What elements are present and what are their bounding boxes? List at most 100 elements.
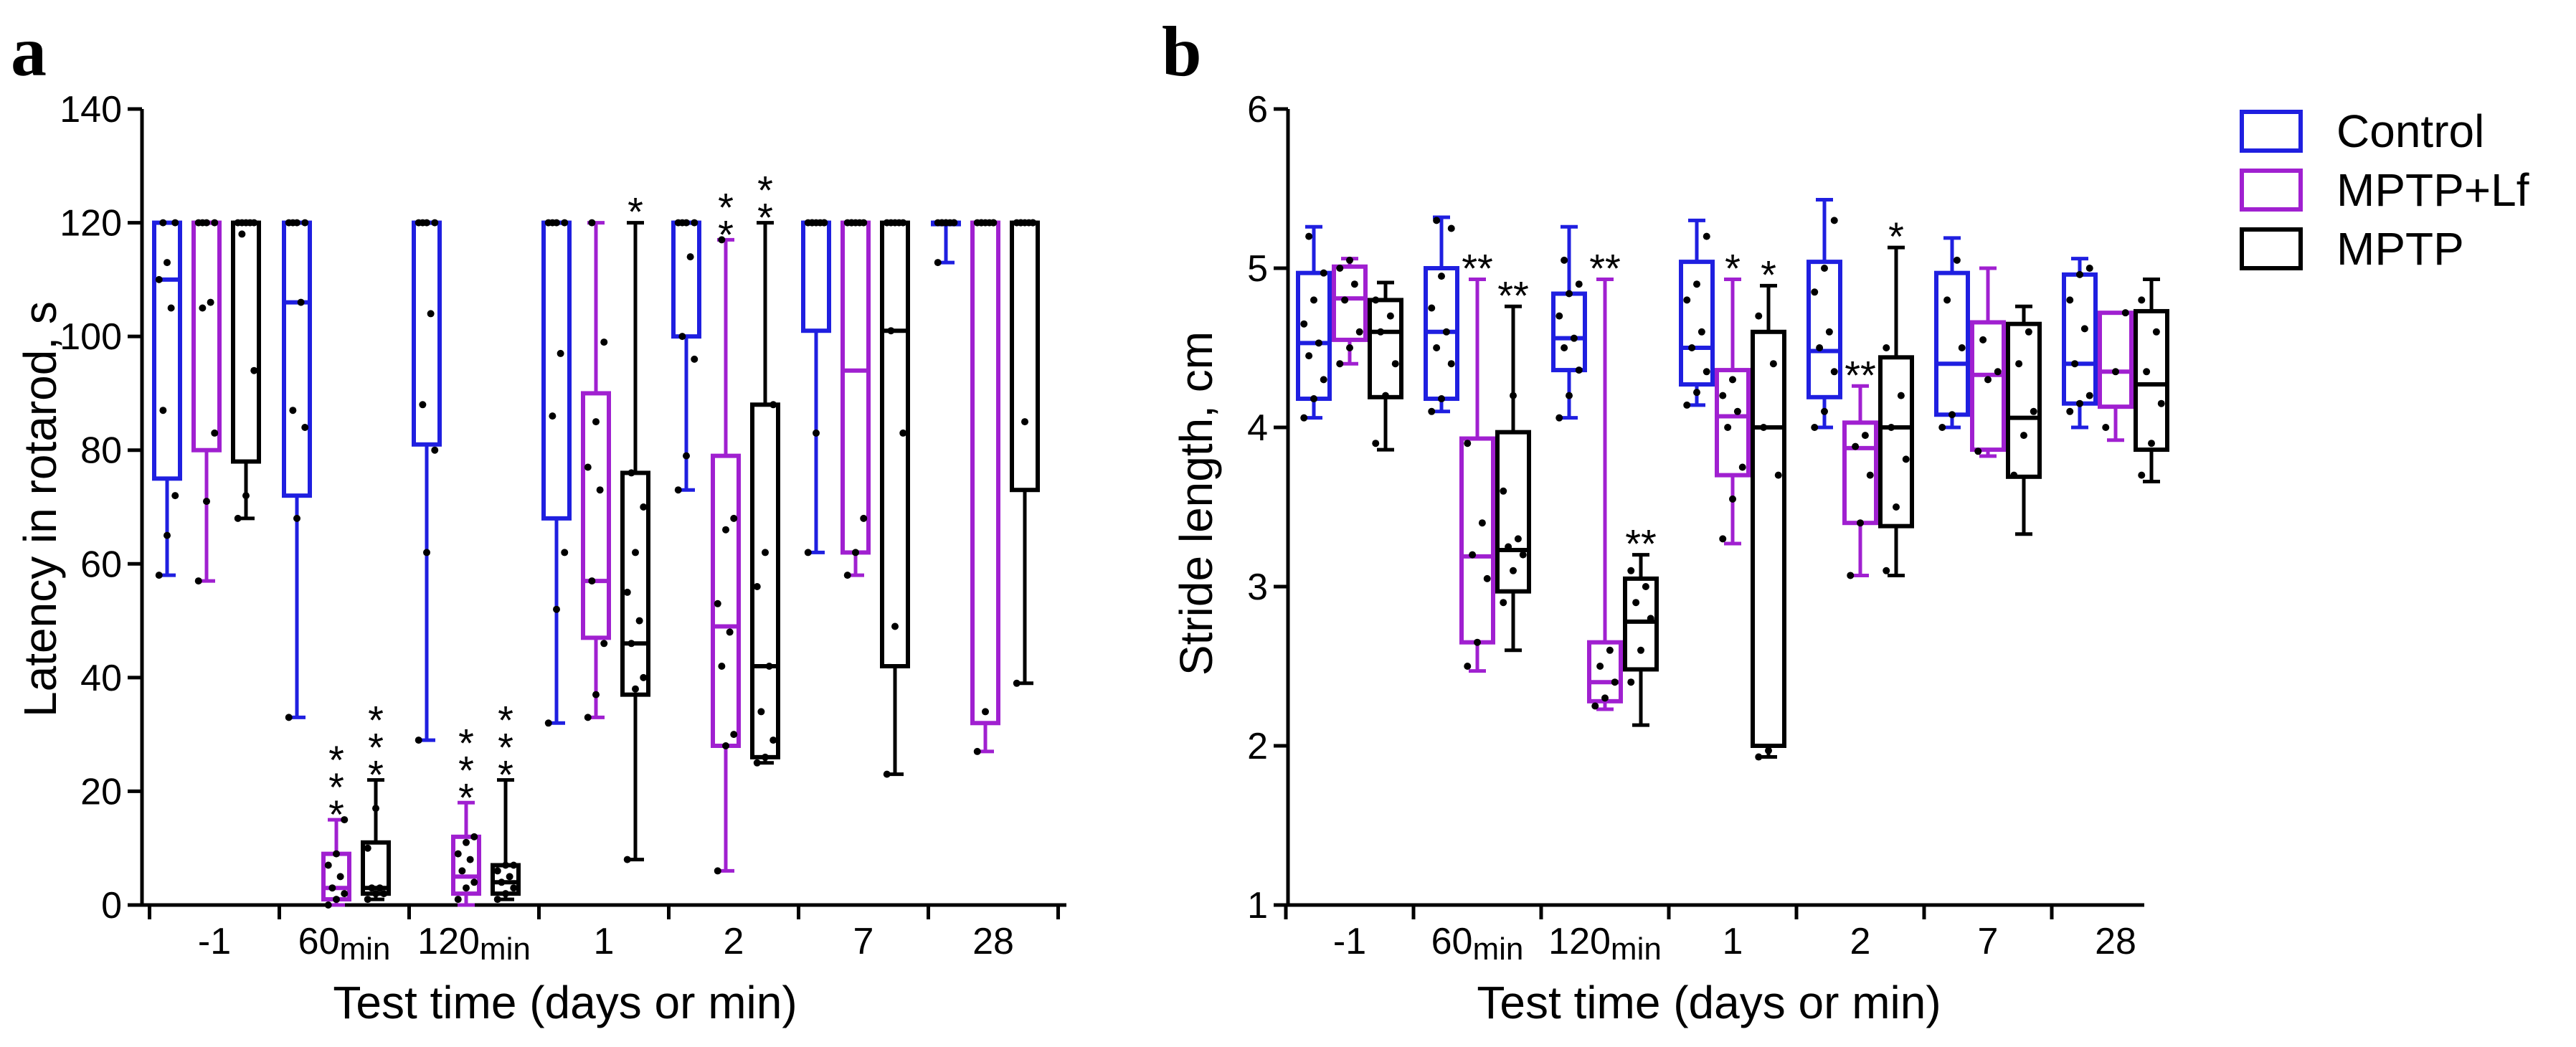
data-point [199, 304, 207, 312]
data-point [770, 736, 777, 744]
data-point [1346, 344, 1353, 351]
data-point [423, 549, 430, 556]
data-point [1958, 344, 1966, 351]
box [1751, 329, 1786, 748]
data-point [211, 219, 219, 227]
data-point [1733, 407, 1741, 415]
data-point [2071, 360, 2079, 368]
box-control [412, 219, 442, 744]
data-point [1555, 414, 1563, 422]
significance-marker: * [368, 725, 384, 770]
y-tick-label: 80 [80, 430, 122, 472]
data-point [2138, 296, 2146, 304]
data-point [493, 896, 501, 904]
box-control [1424, 215, 1459, 415]
data-point [1866, 471, 1874, 479]
data-point [632, 685, 639, 693]
data-point [1852, 442, 1860, 450]
data-point [1811, 424, 1819, 431]
box [1495, 430, 1531, 594]
significance-marker: * [368, 698, 384, 743]
data-point [1474, 638, 1481, 646]
significance-marker: * [1761, 252, 1776, 297]
data-point [1575, 366, 1583, 374]
box-control [671, 219, 701, 494]
legend-swatch [2240, 169, 2303, 212]
data-point [510, 884, 518, 892]
data-point [1825, 328, 1833, 336]
data-point [730, 514, 738, 522]
significance-marker: * [458, 720, 474, 765]
y-tick-label: 3 [1247, 567, 1268, 608]
data-point [1821, 407, 1828, 415]
y-tick-label: 40 [80, 658, 122, 699]
data-point [164, 259, 171, 267]
data-point [899, 219, 907, 227]
y-tick-label: 5 [1247, 248, 1268, 290]
data-point [623, 856, 631, 863]
data-point [2085, 392, 2093, 399]
data-point [2121, 309, 2129, 317]
data-point [2020, 432, 2027, 440]
data-point [592, 418, 600, 426]
data-point [714, 867, 721, 875]
data-point [1438, 273, 1445, 280]
data-point [1377, 328, 1385, 336]
box [840, 220, 871, 555]
data-point [1386, 312, 1394, 320]
y-tick-label: 4 [1247, 407, 1268, 449]
panel-b-label: b [1162, 11, 1202, 91]
significance-marker: * [498, 725, 513, 770]
box [451, 834, 481, 896]
data-point [1566, 392, 1573, 399]
x-tick-label: 2 [1850, 921, 1871, 962]
data-point [640, 673, 648, 681]
data-point [600, 338, 608, 346]
box [2098, 311, 2134, 409]
data-point [1642, 583, 1649, 590]
data-point [584, 463, 592, 471]
data-point [730, 731, 738, 739]
data-point [1029, 219, 1037, 227]
data-point [1514, 535, 1522, 543]
data-point [1442, 328, 1450, 336]
x-tick-label: 1 [1723, 921, 1743, 962]
data-point [848, 219, 856, 227]
box-mptp-lf [840, 219, 871, 579]
data-point [1596, 663, 1604, 670]
data-point [1857, 519, 1864, 527]
data-point [1310, 296, 1317, 304]
box [1878, 355, 1914, 529]
data-point [1693, 280, 1700, 288]
box-mptp: *** [491, 698, 521, 904]
data-point [1469, 551, 1477, 559]
data-point [1013, 679, 1021, 687]
x-tick-label: 2 [724, 921, 744, 962]
data-point [341, 890, 349, 898]
data-point [2157, 399, 2165, 407]
data-point [1769, 360, 1777, 368]
data-point [341, 816, 349, 824]
box-mptp [2134, 278, 2169, 483]
data-point [843, 572, 851, 579]
data-point [2143, 368, 2151, 376]
significance-marker: * [628, 189, 643, 234]
box-mptp-lf: ** [1459, 246, 1495, 673]
panel-b-y-axis-title: Stride length, cm [1170, 331, 1222, 676]
data-point [820, 219, 828, 227]
data-point [887, 219, 895, 227]
data-point [1703, 368, 1710, 376]
data-point [804, 549, 812, 556]
data-point [372, 890, 379, 898]
box [801, 220, 831, 333]
data-point [234, 514, 242, 522]
data-point [1021, 418, 1028, 426]
legend-swatch [2240, 227, 2303, 270]
data-point [1305, 232, 1313, 240]
box [541, 220, 572, 521]
data-point [427, 310, 435, 318]
data-point [1500, 599, 1507, 607]
y-tick-label: 1 [1247, 885, 1268, 927]
data-point [808, 219, 816, 227]
data-point [718, 663, 726, 670]
